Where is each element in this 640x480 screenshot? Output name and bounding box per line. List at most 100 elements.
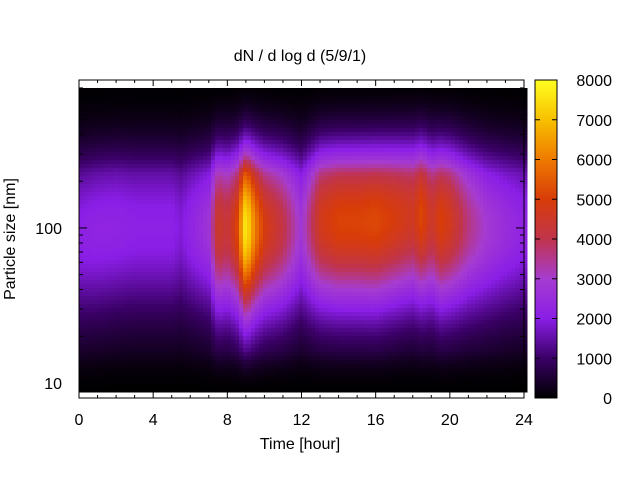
heatmap-cell <box>135 276 140 281</box>
heatmap-cell <box>247 372 252 377</box>
heatmap-cell <box>187 232 192 237</box>
heatmap-cell <box>215 156 220 161</box>
heatmap-cell <box>207 308 212 313</box>
heatmap-cell <box>303 304 308 309</box>
heatmap-cell <box>187 328 192 333</box>
heatmap-cell <box>319 176 324 181</box>
heatmap-cell <box>295 120 300 125</box>
heatmap-cell <box>279 228 284 233</box>
heatmap-cell <box>167 172 172 177</box>
heatmap-cell <box>291 108 296 113</box>
heatmap-cell <box>231 184 236 189</box>
heatmap-cell <box>131 172 136 177</box>
heatmap-cell <box>195 268 200 273</box>
heatmap-cell <box>179 236 184 241</box>
heatmap-cell <box>227 192 232 197</box>
heatmap-cell <box>99 388 104 393</box>
heatmap-cell <box>135 360 140 365</box>
heatmap-cell <box>239 256 244 261</box>
heatmap-cell <box>119 124 124 129</box>
heatmap-cell <box>163 376 168 381</box>
heatmap-cell <box>315 264 320 269</box>
heatmap-cell <box>295 132 300 137</box>
heatmap-cell <box>131 176 136 181</box>
heatmap-cell <box>323 320 328 325</box>
heatmap-cell <box>99 192 104 197</box>
heatmap-cell <box>119 372 124 377</box>
heatmap-cell <box>251 220 256 225</box>
heatmap-cell <box>267 188 272 193</box>
heatmap-cell <box>259 256 264 261</box>
heatmap-cell <box>291 200 296 205</box>
heatmap-cell <box>143 324 148 329</box>
heatmap-cell <box>335 344 340 349</box>
heatmap-cell <box>131 364 136 369</box>
heatmap-cell <box>307 180 312 185</box>
heatmap-cell <box>327 272 332 277</box>
heatmap-cell <box>295 312 300 317</box>
heatmap-cell <box>131 252 136 257</box>
heatmap-cell <box>155 260 160 265</box>
heatmap-cell <box>87 160 92 165</box>
heatmap-cell <box>171 148 176 153</box>
heatmap-column <box>167 88 172 393</box>
heatmap-cell <box>275 364 280 369</box>
heatmap-cell <box>127 132 132 137</box>
heatmap-cell <box>219 324 224 329</box>
heatmap-cell <box>203 168 208 173</box>
heatmap-cell <box>163 120 168 125</box>
heatmap-cell <box>151 176 156 181</box>
heatmap-cell <box>119 264 124 269</box>
heatmap-cell <box>111 208 116 213</box>
heatmap-cell <box>143 280 148 285</box>
heatmap-cell <box>279 148 284 153</box>
heatmap-cell <box>291 240 296 245</box>
heatmap-cell <box>147 124 152 129</box>
heatmap-cell <box>159 232 164 237</box>
heatmap-cell <box>255 220 260 225</box>
heatmap-cell <box>83 176 88 181</box>
heatmap-cell <box>123 316 128 321</box>
heatmap-cell <box>115 220 120 225</box>
heatmap-cell <box>147 280 152 285</box>
heatmap-cell <box>283 168 288 173</box>
heatmap-cell <box>151 384 156 389</box>
heatmap-cell <box>295 284 300 289</box>
heatmap-cell <box>195 264 200 269</box>
heatmap-cell <box>207 92 212 97</box>
heatmap-cell <box>159 300 164 305</box>
heatmap-cell <box>171 208 176 213</box>
heatmap-cell <box>287 208 292 213</box>
heatmap-cell <box>107 364 112 369</box>
heatmap-cell <box>323 316 328 321</box>
heatmap-cell <box>139 268 144 273</box>
heatmap-cell <box>263 152 268 157</box>
heatmap-cell <box>279 160 284 165</box>
heatmap-cell <box>255 316 260 321</box>
heatmap-cell <box>179 156 184 161</box>
heatmap-cell <box>163 388 168 393</box>
heatmap-cell <box>103 176 108 181</box>
heatmap-cell <box>319 284 324 289</box>
heatmap-cell <box>291 212 296 217</box>
heatmap-cell <box>131 184 136 189</box>
heatmap-cell <box>279 152 284 157</box>
heatmap-cell <box>151 272 156 277</box>
heatmap-cell <box>191 360 196 365</box>
heatmap-cell <box>139 132 144 137</box>
heatmap-cell <box>87 320 92 325</box>
heatmap-cell <box>291 384 296 389</box>
heatmap-cell <box>215 88 220 93</box>
heatmap-cell <box>103 248 108 253</box>
heatmap-cell <box>119 192 124 197</box>
heatmap-cell <box>167 324 172 329</box>
heatmap-cell <box>171 384 176 389</box>
heatmap-cell <box>323 92 328 97</box>
heatmap-cell <box>319 148 324 153</box>
heatmap-cell <box>187 88 192 93</box>
heatmap-cell <box>99 184 104 189</box>
heatmap-cell <box>271 96 276 101</box>
heatmap-cell <box>203 232 208 237</box>
heatmap-cell <box>99 296 104 301</box>
heatmap-cell <box>267 376 272 381</box>
